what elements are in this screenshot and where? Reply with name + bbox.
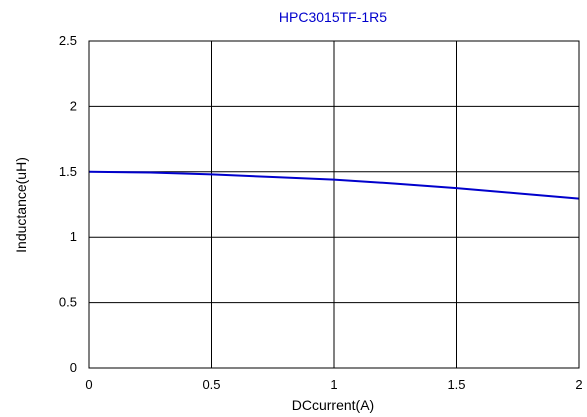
y-tick-label: 0 bbox=[70, 360, 77, 375]
x-tick-labels: 0 0.5 1 1.5 2 bbox=[85, 377, 582, 392]
chart-title: HPC3015TF-1R5 bbox=[279, 9, 387, 25]
x-axis-title: DCcurrent(A) bbox=[292, 397, 374, 413]
series-line bbox=[88, 170, 580, 200]
y-tick-label: 0.5 bbox=[59, 295, 77, 310]
plot-area-frame bbox=[88, 40, 580, 369]
x-tick-label: 1 bbox=[330, 377, 337, 392]
y-tick-labels: 0 0.5 1 1.5 2 2.5 bbox=[59, 33, 77, 375]
x-tick-label: 2 bbox=[575, 377, 582, 392]
y-tick-label: 2 bbox=[70, 98, 77, 113]
y-tick-label: 2.5 bbox=[59, 33, 77, 48]
grid-lines bbox=[89, 41, 579, 368]
x-tick-label: 1.5 bbox=[447, 377, 465, 392]
y-tick-label: 1 bbox=[70, 229, 77, 244]
y-axis-title: Inductance(uH) bbox=[13, 157, 29, 253]
y-tick-label: 1.5 bbox=[59, 164, 77, 179]
x-tick-label: 0.5 bbox=[202, 377, 220, 392]
series-lines bbox=[88, 170, 580, 200]
x-tick-label: 0 bbox=[85, 377, 92, 392]
